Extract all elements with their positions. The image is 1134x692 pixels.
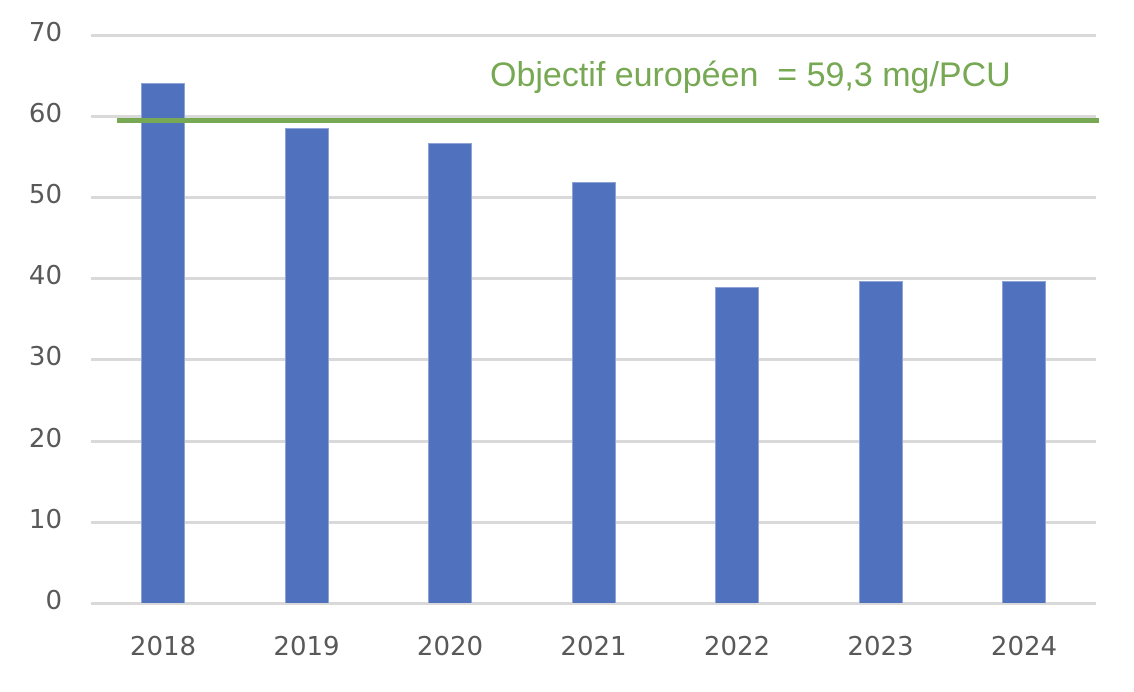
target-label: Objectif européen = 59,3 mg/PCU (490, 56, 1011, 94)
y-tick-label: 50 (28, 180, 62, 210)
y-tick-label: 30 (28, 342, 62, 373)
target-line (117, 118, 1099, 124)
x-tick-label: 2021 (560, 632, 627, 662)
y-tick-label: 60 (28, 98, 62, 129)
gridline (91, 33, 1096, 37)
x-tick-label: 2020 (416, 632, 484, 662)
bar-2020 (428, 142, 472, 603)
x-tick-label: 2022 (703, 632, 771, 662)
x-tick-label: 2019 (273, 632, 340, 662)
y-tick-label: 20 (28, 423, 62, 454)
gridline (91, 114, 1096, 118)
bar-2018 (141, 83, 185, 603)
bar-2019 (284, 127, 329, 603)
bar-2022 (715, 287, 759, 603)
gridline (91, 602, 1096, 605)
y-tick-label: 70 (28, 17, 62, 48)
x-tick-label: 2023 (847, 632, 914, 662)
y-tick-label: 10 (28, 504, 62, 535)
bar-2021 (571, 181, 616, 603)
bar-2024 (1002, 281, 1046, 603)
x-tick-label: 2024 (990, 632, 1058, 662)
y-tick-label: 0 (45, 586, 62, 616)
y-tick-label: 40 (28, 261, 62, 292)
x-tick-label: 2018 (129, 632, 197, 662)
bar-2023 (858, 281, 903, 603)
